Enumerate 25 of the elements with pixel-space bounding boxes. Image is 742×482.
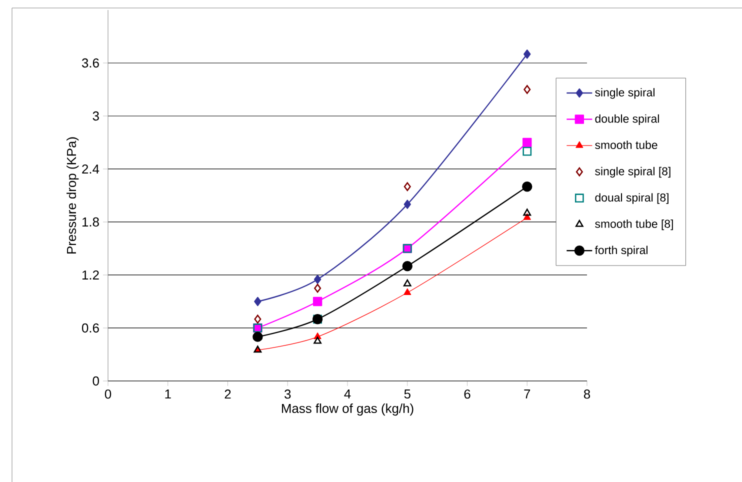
legend-label: smooth tube [8] [595, 219, 673, 230]
legend-label: single spiral [595, 88, 654, 99]
y-tick-label: 2.4 [82, 164, 100, 174]
y-tick-label: 1.8 [82, 217, 99, 227]
x-tick-label: 4 [344, 390, 351, 398]
legend-label: forth spiral [594, 246, 648, 256]
x-tick-label: 0 [104, 390, 112, 399]
legend-label: double spiral [595, 114, 659, 126]
legend-label: doual spiral [8] [595, 193, 668, 204]
y-tick-label: 0.6 [82, 323, 99, 333]
x-tick-label: 5 [404, 390, 410, 399]
x-tick-label: 2 [224, 390, 231, 399]
y-axis-title: Pressure drop (KPa) [66, 137, 79, 254]
y-tick-label: 3 [92, 111, 99, 121]
legend-label: single spiral [8] [595, 166, 670, 178]
y-tick-label: 0 [92, 376, 99, 386]
x-tick-label: 3 [284, 390, 291, 399]
y-tick-label: 1.2 [82, 270, 99, 280]
x-tick-label: 6 [464, 390, 470, 399]
y-tick-label: 3.6 [82, 58, 99, 68]
x-axis-title: Mass flow of gas (kg/h) [282, 404, 414, 416]
x-tick-label: 7 [524, 390, 530, 398]
x-tick-label: 8 [584, 390, 590, 399]
legend-label: smooth tube [595, 140, 658, 150]
x-tick-label: 1 [165, 390, 171, 398]
